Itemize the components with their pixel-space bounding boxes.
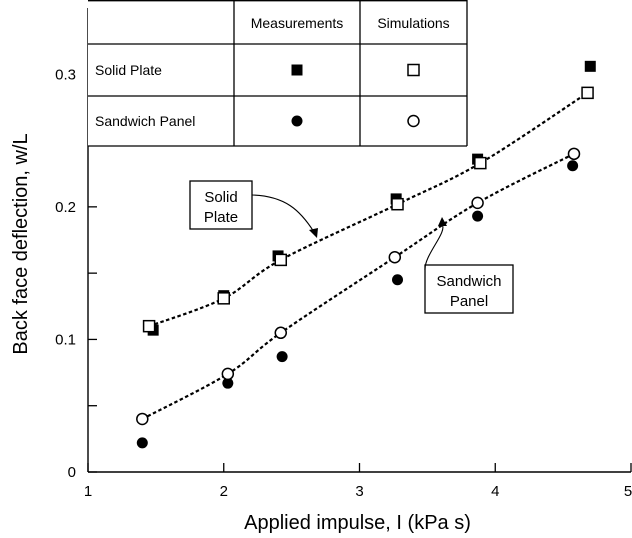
legend-marker-open-square (407, 63, 420, 77)
legend-background (88, 0, 467, 146)
sandwich-panel-measurements-point (136, 437, 148, 449)
annotation-leader (424, 223, 444, 271)
tick-labels: 1 2 3 4 5 0 0.1 0.2 0.3 (55, 66, 632, 500)
solid-plate-simulations-point (391, 197, 404, 211)
annotation-box (189, 180, 253, 230)
solid-plate-measurements-point (584, 60, 596, 72)
annotation-label: Sandwich (436, 273, 501, 290)
solid-plate-simulations-point (581, 86, 594, 100)
sandwich-panel-measurements-point (276, 351, 288, 363)
sandwich-panel-simulations-point (471, 196, 484, 210)
legend-column-header: Measurements (251, 15, 344, 31)
y-tick-label: 0 (68, 464, 76, 481)
x-tick-label: 4 (491, 483, 499, 500)
legend-column-header: Simulations (377, 15, 449, 31)
annotation-arrowhead (309, 228, 318, 238)
y-tick-label: 0.2 (55, 199, 76, 216)
x-tick-label: 5 (624, 483, 632, 500)
x-tick-label: 3 (355, 483, 363, 500)
solid-plate-simulations-point (274, 253, 288, 267)
sandwich-panel-measurements-point (392, 274, 404, 286)
annotation-box (424, 264, 514, 314)
x-axis-title: Applied impulse, I (kPa s) (244, 512, 471, 534)
solid-plate-simulations-point (217, 292, 230, 305)
y-tick-label: 0.3 (55, 66, 76, 83)
sandwich-panel-measurements-point (472, 210, 484, 222)
annotation-label: Plate (204, 209, 238, 226)
annotation-leader (251, 194, 315, 233)
x-tick-label: 2 (220, 483, 228, 500)
sandwich-panel-measurements-point (567, 160, 579, 172)
sandwich-panel-measurements-point (222, 377, 234, 389)
annotations: Solid Plate Sandwich Panel (189, 180, 514, 314)
data-points (136, 60, 596, 449)
legend-row-label: Sandwich Panel (95, 113, 195, 129)
solid-plate-simulations-point (474, 156, 487, 170)
sandwich-panel-simulations-point (221, 367, 235, 381)
legend-marker-filled-circle (291, 115, 303, 127)
annotation-label: Panel (450, 293, 488, 310)
legend-table: Measurements Simulations Solid Plate Sandwi… (88, 0, 468, 147)
sandwich-panel-simulations-point (567, 147, 581, 161)
sandwich-panel-simulations-point (136, 412, 149, 426)
annotation-label: Solid (204, 189, 237, 206)
annotation-arrowhead (438, 217, 447, 226)
legend-marker-open-circle (407, 114, 420, 128)
legend-row-label: Solid Plate (95, 62, 162, 78)
sandwich-panel-simulations-point (388, 250, 402, 264)
y-tick-label: 0.1 (55, 331, 76, 348)
solid-plate-simulations-point (142, 319, 156, 333)
legend-marker-filled-square (291, 64, 303, 76)
x-tick-label: 1 (84, 483, 92, 500)
sandwich-panel-simulations-point (274, 326, 288, 340)
y-axis-title: Back face deflection, w/L (10, 133, 32, 354)
